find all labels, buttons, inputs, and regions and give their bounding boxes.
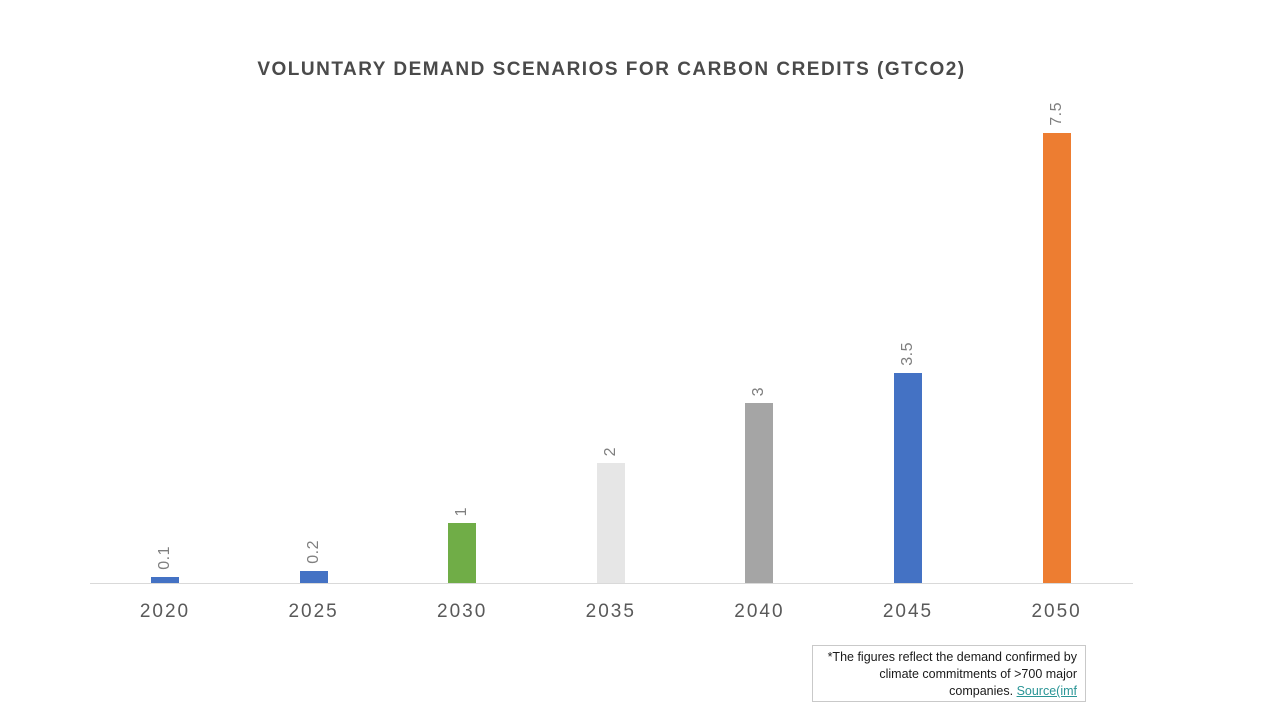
bar-2030	[448, 523, 477, 583]
chart-title: VOLUNTARY DEMAND SCENARIOS FOR CARBON CR…	[257, 59, 966, 80]
data-label-2045: 3.5	[899, 342, 916, 366]
data-label-2020: 0.1	[156, 546, 173, 570]
category-label-2035: 2035	[585, 601, 636, 622]
category-label-2040: 2040	[734, 601, 785, 622]
source-link[interactable]: Source(imf	[1016, 684, 1077, 698]
data-label-2040: 3	[750, 386, 768, 396]
bar-2045	[894, 373, 922, 583]
data-label-2050: 7.5	[1047, 102, 1065, 126]
category-label-2050: 2050	[1031, 601, 1082, 622]
x-axis-line	[90, 583, 1133, 584]
category-label-2030: 2030	[437, 601, 488, 622]
footnote-box: *The figures reflect the demand confirme…	[812, 645, 1086, 702]
bar-2025	[299, 571, 328, 583]
data-label-2025: 0.2	[304, 540, 322, 564]
footnote-text: *The figures reflect the demand confirme…	[827, 650, 1077, 698]
category-label-2020: 2020	[139, 601, 191, 622]
category-label-2045: 2045	[882, 601, 934, 622]
category-label-2025: 2025	[288, 601, 339, 622]
bar-2050	[1042, 133, 1071, 583]
bar-2035	[596, 463, 625, 583]
bar-2020	[151, 577, 179, 583]
data-label-2035: 2	[601, 446, 619, 456]
data-label-2030: 1	[453, 506, 471, 516]
bar-2040	[745, 403, 774, 583]
